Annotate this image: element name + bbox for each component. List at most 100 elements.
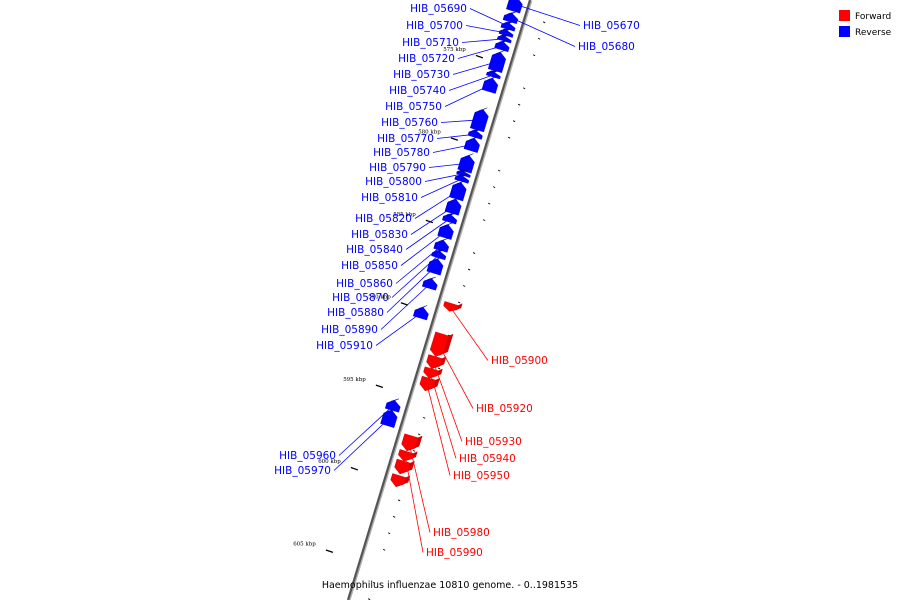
gene-arrow-top xyxy=(433,378,440,389)
gene-label[interactable]: HIB_05770 xyxy=(377,133,434,145)
gene-label-leader xyxy=(386,265,436,313)
gene-label[interactable]: HIB_05760 xyxy=(381,117,438,129)
gene-label[interactable]: HIB_05780 xyxy=(373,147,430,159)
gene-arrow[interactable] xyxy=(444,197,462,216)
gene-label[interactable]: HIB_05920 xyxy=(476,403,533,415)
gene-arrow-face xyxy=(481,78,499,94)
gene-label-leader xyxy=(510,17,576,47)
tick-label: 580 kbp xyxy=(418,130,441,136)
gene-label[interactable]: HIB_05870 xyxy=(332,292,389,304)
gene-label[interactable]: HIB_05670 xyxy=(583,20,640,32)
gene-label[interactable]: HIB_05810 xyxy=(361,192,418,204)
gene-label[interactable]: HIB_05820 xyxy=(355,213,412,225)
gene-label[interactable]: HIB_05720 xyxy=(398,53,455,65)
gene-label-leader xyxy=(428,163,467,168)
gene-arrow-face xyxy=(390,473,407,487)
tick-label: 585 kbp xyxy=(393,212,416,218)
minor-tick xyxy=(397,499,401,502)
gene-arrow[interactable] xyxy=(390,473,411,487)
gene-arrow[interactable] xyxy=(487,50,507,74)
gene-arrow[interactable] xyxy=(494,40,510,53)
minor-tick xyxy=(437,367,441,370)
gene-label-leader xyxy=(438,344,474,409)
gene-label[interactable]: HIB_05830 xyxy=(351,229,408,241)
gene-arrow[interactable] xyxy=(419,375,440,392)
gene-arrow[interactable] xyxy=(502,11,519,25)
gene-arrow[interactable] xyxy=(500,21,516,32)
gene-arrow-top xyxy=(436,369,443,376)
gene-arrow[interactable] xyxy=(449,180,467,202)
gene-arrow[interactable] xyxy=(380,408,398,428)
gene-label[interactable]: HIB_05910 xyxy=(316,340,373,352)
gene-label-leader xyxy=(424,173,464,182)
gene-arrow-face xyxy=(463,138,480,153)
gene-arrow[interactable] xyxy=(496,34,512,44)
gene-arrow[interactable] xyxy=(467,129,483,140)
gene-arrow[interactable] xyxy=(426,354,447,369)
gene-arrow[interactable] xyxy=(394,458,415,475)
gene-label-leader xyxy=(514,3,581,26)
gene-label[interactable]: HIB_05940 xyxy=(459,453,516,465)
gene-arrow[interactable] xyxy=(401,433,423,452)
gene-label[interactable]: HIB_05860 xyxy=(336,278,393,290)
gene-arrow[interactable] xyxy=(486,70,501,80)
gene-arrow[interactable] xyxy=(437,222,454,240)
gene-arrow-face xyxy=(442,214,458,225)
gene-label[interactable]: HIB_05750 xyxy=(385,101,442,113)
minor-tick xyxy=(522,87,526,90)
gene-arrow-face xyxy=(429,331,450,357)
gene-label[interactable]: HIB_05880 xyxy=(327,307,384,319)
gene-label[interactable]: HIB_05900 xyxy=(491,355,548,367)
gene-arrow[interactable] xyxy=(457,153,475,174)
gene-label[interactable]: HIB_05970 xyxy=(274,465,331,477)
gene-label[interactable]: HIB_05990 xyxy=(426,547,483,559)
gene-arrow[interactable] xyxy=(431,249,447,261)
gene-label-leader xyxy=(404,456,424,553)
gene-arrow-face xyxy=(454,175,470,184)
gene-arrow[interactable] xyxy=(429,331,454,357)
gene-arrow[interactable] xyxy=(442,213,458,225)
gene-label[interactable]: HIB_05950 xyxy=(453,470,510,482)
gene-arrow-face xyxy=(444,199,462,216)
major-tick xyxy=(400,302,409,306)
gene-arrow[interactable] xyxy=(454,174,470,184)
gene-label-leader xyxy=(333,417,390,471)
minor-tick xyxy=(542,21,546,24)
gene-label[interactable]: HIB_05800 xyxy=(365,176,422,188)
gene-arrow-top xyxy=(443,334,453,354)
gene-arrow-face xyxy=(419,375,436,392)
gene-label[interactable]: HIB_05730 xyxy=(393,69,450,81)
gene-arrow-face xyxy=(500,23,516,32)
gene-label[interactable]: HIB_05980 xyxy=(433,527,490,539)
major-tick xyxy=(450,137,459,141)
tick-label: 590 kbp xyxy=(368,294,391,300)
gene-arrow[interactable] xyxy=(443,301,463,312)
gene-label[interactable]: HIB_05740 xyxy=(389,85,446,97)
gene-arrow[interactable] xyxy=(469,107,489,133)
gene-arrow[interactable] xyxy=(412,305,429,321)
gene-label[interactable]: HIB_05960 xyxy=(279,450,336,462)
gene-label[interactable]: HIB_05850 xyxy=(341,260,398,272)
gene-label[interactable]: HIB_05700 xyxy=(406,20,463,32)
gene-arrow[interactable] xyxy=(481,76,499,94)
gene-arrow-face xyxy=(457,155,475,174)
minor-tick xyxy=(422,416,426,419)
gene-arrow-face xyxy=(506,0,523,14)
minor-tick xyxy=(372,581,376,584)
gene-label[interactable]: HIB_05890 xyxy=(321,324,378,336)
gene-label[interactable]: HIB_05930 xyxy=(465,436,522,448)
backbone-shadow xyxy=(348,0,533,600)
gene-label[interactable]: HIB_05840 xyxy=(346,244,403,256)
gene-arrow[interactable] xyxy=(506,0,523,14)
gene-label[interactable]: HIB_05790 xyxy=(369,162,426,174)
gene-label-leader xyxy=(450,307,489,361)
gene-label-leader xyxy=(465,25,507,34)
gene-arrow-face xyxy=(467,130,483,140)
gene-label[interactable]: HIB_05710 xyxy=(402,37,459,49)
gene-label[interactable]: HIB_05690 xyxy=(410,3,467,15)
gene-label[interactable]: HIB_05680 xyxy=(578,41,635,53)
gene-arrow-top xyxy=(415,436,423,449)
gene-label-leader xyxy=(380,283,431,330)
gene-arrow-top xyxy=(408,461,415,472)
